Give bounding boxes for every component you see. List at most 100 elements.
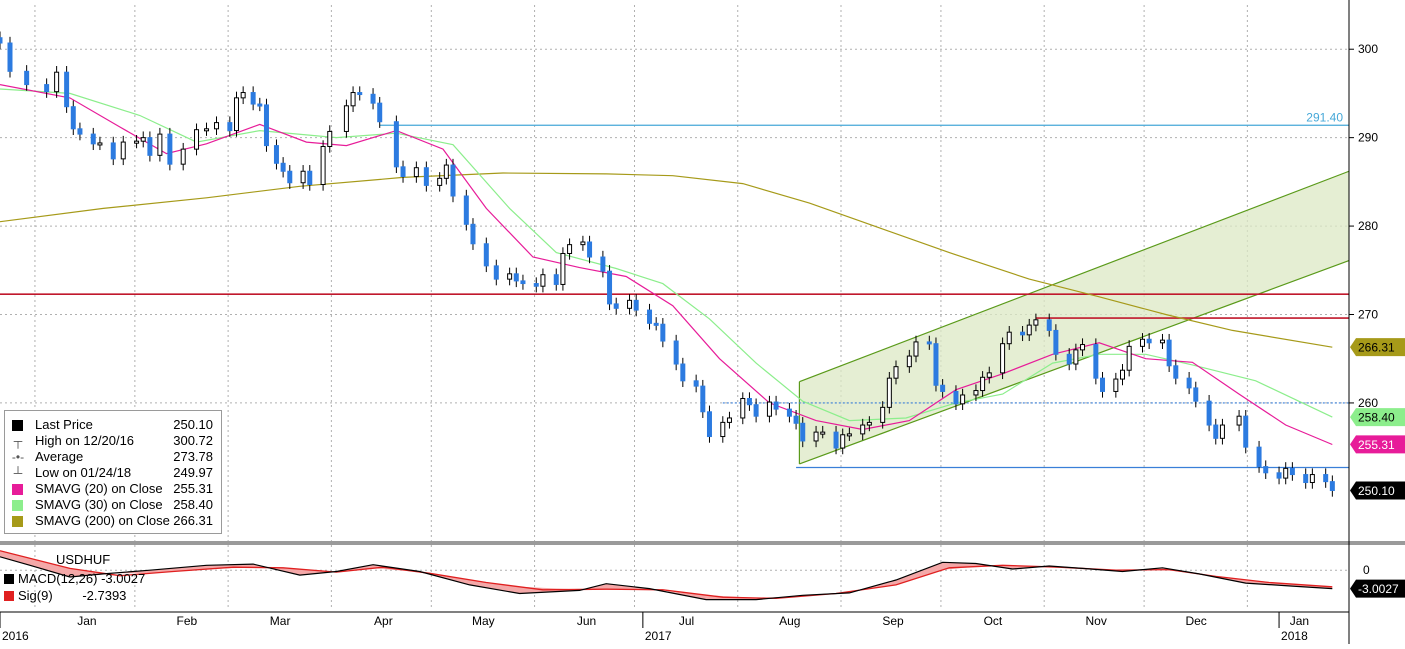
- candle-body: [980, 376, 986, 392]
- level-label-0: 291.40: [1306, 110, 1343, 124]
- x-tick-label: 2016: [2, 629, 29, 643]
- candle-body: [1289, 467, 1295, 476]
- right-label-0: 266.31: [1358, 341, 1395, 355]
- candle-body: [587, 241, 593, 258]
- candle-body: [1263, 466, 1269, 474]
- candle-body: [350, 92, 356, 107]
- candle-body: [77, 128, 83, 135]
- macd-panel: [0, 541, 1405, 601]
- candle-body: [287, 170, 293, 184]
- legend-box: Last Price 250.10 ┬ High on 12/20/16 300…: [4, 410, 222, 534]
- candle-body: [110, 142, 116, 160]
- candle-body: [393, 121, 399, 168]
- macd-right-label-bg: [1350, 579, 1405, 598]
- candle-body: [1053, 329, 1059, 355]
- x-tick-label: Nov: [1086, 614, 1107, 628]
- legend-label: SMAVG (200) on Close: [35, 513, 170, 528]
- candle-body: [893, 366, 899, 379]
- candle-body: [493, 265, 499, 280]
- legend-label: Last Price: [35, 417, 93, 432]
- candle-body: [653, 322, 659, 326]
- x-tick-label: Feb: [177, 614, 198, 628]
- candle-body: [520, 280, 526, 285]
- macd-legend: USDHUF MACD(12,26) -3.0027 Sig(9) -2.739…: [4, 552, 156, 608]
- candle-body: [1323, 474, 1329, 483]
- candle-body: [1113, 378, 1119, 392]
- candle-body: [693, 380, 699, 387]
- candle-body: [1146, 338, 1152, 344]
- right-label-3-bg: [1350, 481, 1405, 500]
- candle-body: [1006, 331, 1012, 345]
- candle-body: [204, 128, 210, 132]
- candle-body: [1206, 400, 1212, 426]
- x-tick-label: Jan: [1290, 614, 1309, 628]
- candle-body: [214, 122, 220, 130]
- candle-body: [400, 166, 406, 178]
- candle-body: [833, 431, 839, 449]
- candle-body: [906, 355, 912, 368]
- sma200-layer: [0, 172, 1333, 348]
- candle-body: [507, 273, 513, 280]
- sma20-layer: [0, 84, 1333, 446]
- candle-body: [24, 70, 30, 86]
- candle-body: [1026, 324, 1032, 336]
- candle-body: [120, 141, 126, 160]
- candle-body: [483, 243, 489, 267]
- macd-value: -3.0027: [101, 571, 146, 586]
- candle-body: [307, 170, 313, 186]
- candle-body: [1159, 339, 1165, 344]
- legend-value: 255.31: [173, 481, 213, 496]
- candle-body: [1173, 365, 1179, 379]
- legend-row-sma200: SMAVG (200) on Close 266.31: [5, 513, 221, 529]
- candle-body: [953, 390, 959, 405]
- y-tick-label: 290: [1358, 131, 1378, 145]
- candle-body: [567, 244, 573, 254]
- x-tick-label: May: [472, 614, 495, 628]
- right-labels: 266.31 258.40 255.31 250.10 -3.0027: [1350, 338, 1405, 598]
- candle-body: [860, 424, 866, 435]
- candle-body: [940, 384, 946, 392]
- right-label-0-bg: [1350, 338, 1405, 357]
- candle-body: [1186, 377, 1192, 389]
- candle-body: [147, 137, 153, 156]
- x-tick-label: Dec: [1185, 614, 1206, 628]
- channel-upper-line: [799, 170, 1350, 383]
- axes: 260 270 280 290 300 0 2016 Jan Feb Mar Apr May Jun 20…: [0, 0, 1378, 644]
- signal-swatch: [4, 591, 14, 601]
- candle-body: [1073, 349, 1079, 365]
- candle-body: [627, 299, 633, 309]
- average-marker-icon: -•-: [11, 450, 25, 464]
- candle-body: [240, 92, 246, 99]
- candle-body: [320, 145, 326, 186]
- candle-body: [250, 92, 256, 105]
- candle-body: [377, 102, 383, 123]
- candle-body: [273, 145, 279, 164]
- candle-body: [880, 406, 886, 423]
- candle-body: [370, 93, 376, 104]
- legend-swatch-last-price: [12, 420, 23, 431]
- y-tick-label: 280: [1358, 219, 1378, 233]
- candle-body: [700, 385, 706, 413]
- candle-body: [540, 274, 546, 287]
- high-marker-icon: ┬: [13, 434, 23, 448]
- legend-swatch-sma30: [12, 500, 23, 511]
- panel-divider: [0, 541, 1405, 545]
- legend-row-sma30: SMAVG (30) on Close 258.40: [5, 497, 221, 513]
- candle-body: [660, 323, 666, 342]
- candle-body: [1093, 344, 1099, 379]
- candle-body: [973, 390, 979, 396]
- macd-name: MACD(12,26): [18, 571, 98, 586]
- candle-body: [300, 170, 306, 184]
- x-tick-label: Jul: [679, 614, 694, 628]
- candle-body: [766, 401, 772, 417]
- sma30-layer: [0, 88, 1333, 422]
- legend-row-low: ┴ Low on 01/24/18 249.97: [5, 465, 221, 481]
- legend-row-average: -•- Average 273.78: [5, 449, 221, 465]
- right-label-1-bg: [1350, 408, 1405, 427]
- grid: [0, 5, 1349, 610]
- x-tick-label: Oct: [984, 614, 1003, 628]
- candle-body: [1066, 353, 1072, 365]
- candle-body: [1329, 481, 1335, 491]
